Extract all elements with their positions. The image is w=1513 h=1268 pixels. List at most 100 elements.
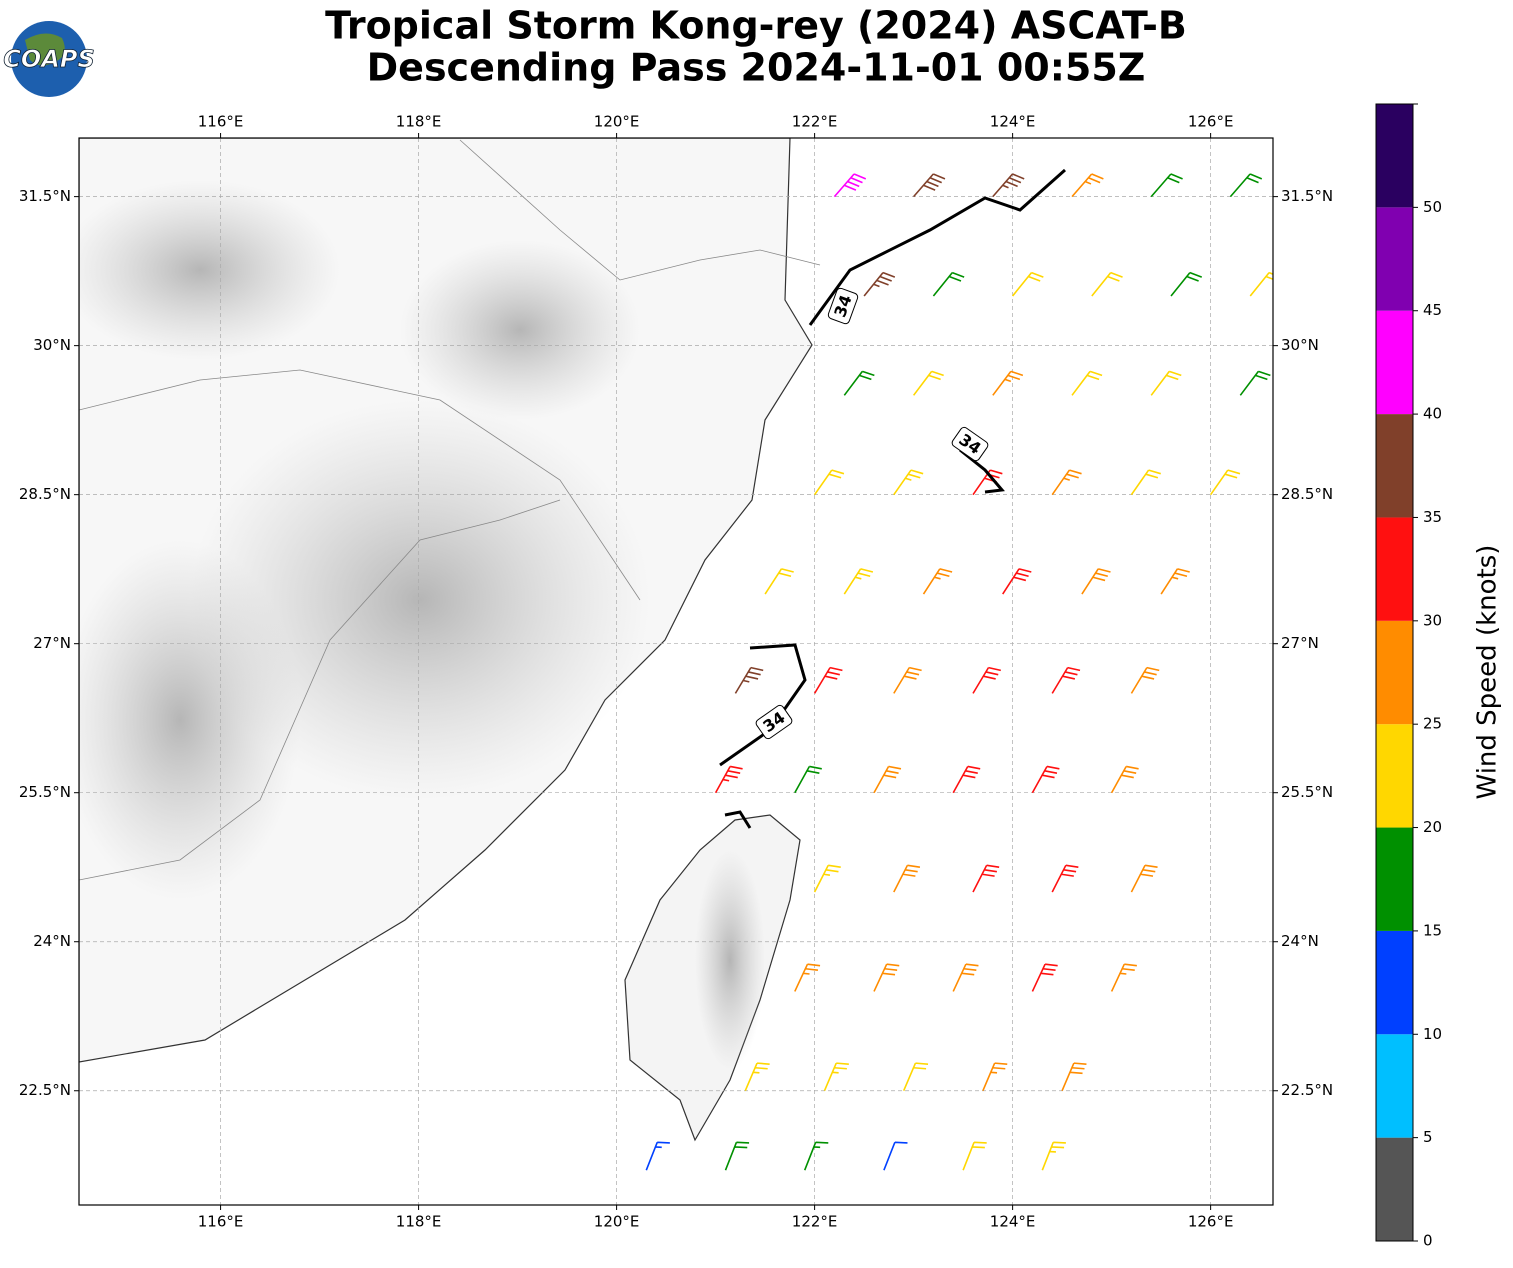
- wind-barb: [1150, 370, 1182, 396]
- wind-barb: [764, 568, 794, 595]
- y-tick-label: 27°N: [33, 634, 71, 652]
- terrain: [190, 400, 650, 800]
- wind-barb: [724, 1141, 750, 1171]
- colorbar-segment: [1376, 310, 1413, 415]
- contour-34: [724, 810, 752, 829]
- y-tick-label: 25.5°N: [19, 783, 71, 801]
- y-tick-label: 28.5°N: [1281, 485, 1333, 503]
- colorbar-tick-label: 10: [1423, 1025, 1442, 1043]
- map-background: [79, 138, 1273, 1205]
- wind-barb: [893, 666, 922, 694]
- wind-barb: [1229, 173, 1263, 198]
- wind-barb: [912, 370, 944, 396]
- colorbar-tick-label: 50: [1423, 198, 1442, 216]
- wind-barb: [1051, 666, 1081, 694]
- x-tick-label: 126°E: [1188, 1213, 1234, 1231]
- wind-barb: [1130, 666, 1160, 694]
- y-tick-label: 24°N: [1281, 932, 1319, 950]
- wind-barb: [873, 765, 902, 794]
- border: [459, 139, 821, 281]
- wind-barb: [1041, 1141, 1066, 1171]
- border: [79, 369, 641, 601]
- wind-barb: [1061, 1062, 1087, 1092]
- x-tick-label: 124°E: [990, 113, 1036, 131]
- wind-barb: [744, 1062, 770, 1092]
- wind-barb: [1170, 271, 1203, 297]
- colorbar-segment: [1376, 207, 1413, 311]
- colorbar-segment: [1376, 1034, 1413, 1138]
- wind-barb: [813, 864, 841, 893]
- logo-land: [25, 33, 65, 66]
- wind-barb: [982, 1062, 1008, 1092]
- contour-label-box: [951, 426, 989, 462]
- terrain: [400, 240, 640, 420]
- x-tick-label: 116°E: [198, 113, 244, 131]
- y-tick-label: 27°N: [1281, 634, 1319, 652]
- wind-barb: [1130, 864, 1158, 893]
- wind-barb: [645, 1141, 670, 1171]
- x-tick-label: 116°E: [198, 1213, 244, 1231]
- logo-text: COAPS: [3, 45, 94, 73]
- map-frame: [78, 137, 1274, 1206]
- wind-barb: [843, 568, 874, 595]
- wind-barb: [873, 963, 900, 992]
- wind-barb: [913, 173, 946, 198]
- wind-barb: [992, 173, 1025, 198]
- ticks: 116°E 116°E 118°E 118°E 120°E 120°E 122°E 122°E…: [19, 113, 1333, 1231]
- colorbar-tick-label: 0: [1423, 1232, 1433, 1250]
- wind-barb: [1110, 765, 1139, 794]
- colorbar: 0 5 10 15 20 25 30 35 40 45 50: [1375, 103, 1442, 1250]
- wind-barb: [1249, 271, 1273, 297]
- contours: 34 34 34: [719, 168, 1066, 829]
- wind-barb: [972, 864, 1000, 893]
- y-tick-label: 22.5°N: [19, 1081, 71, 1099]
- wind-barb: [843, 370, 875, 396]
- wind-barb: [1051, 469, 1082, 496]
- x-tick-label: 122°E: [792, 113, 838, 131]
- terrain: [695, 850, 765, 1070]
- terrain: [79, 180, 340, 360]
- wind-barb: [952, 765, 981, 794]
- wind-barb: [833, 173, 867, 198]
- y-tick-label: 28.5°N: [19, 485, 71, 503]
- wind-barb: [813, 469, 845, 496]
- wind-barb: [992, 370, 1024, 396]
- colorbar-segment: [1376, 827, 1413, 931]
- contour-label-box: [827, 287, 859, 325]
- colorbar-segment: [1376, 104, 1413, 208]
- colorbar-segment: [1376, 1137, 1413, 1241]
- wind-barb: [714, 765, 743, 794]
- wind-barb: [1239, 370, 1271, 396]
- wind-barb: [1091, 271, 1123, 297]
- wind-barb: [1031, 765, 1060, 794]
- wind-barb: [932, 271, 965, 297]
- wind-barb: [962, 1141, 987, 1171]
- y-tick-label: 31.5°N: [1281, 187, 1333, 205]
- wind-barb: [893, 469, 924, 496]
- wind-barb: [1071, 370, 1103, 396]
- wind-barb: [823, 1062, 849, 1092]
- colorbar-segment: [1376, 517, 1413, 621]
- y-tick-label: 30°N: [33, 336, 71, 354]
- contour-34: [959, 448, 1005, 494]
- colorbar-tick-label: 45: [1423, 301, 1442, 319]
- contour-label-box: [755, 704, 793, 740]
- wind-barb: [893, 864, 921, 893]
- y-tick-label: 25.5°N: [1281, 783, 1333, 801]
- wind-barb: [952, 963, 979, 992]
- colorbar-segment: [1376, 620, 1413, 725]
- wind-barb: [1209, 469, 1241, 496]
- colorbar-frame: [1375, 103, 1414, 1242]
- chart-title: Tropical Storm Kong-rey (2024) ASCAT-B: [325, 4, 1187, 48]
- contour-34: [719, 643, 807, 767]
- colorbar-label: Wind Speed (knots): [1473, 545, 1503, 800]
- logo: COAPS: [3, 21, 95, 97]
- wind-barb: [1002, 568, 1032, 595]
- wind-barb: [803, 1141, 829, 1171]
- wind-barb: [902, 1062, 929, 1092]
- border: [79, 499, 561, 881]
- wind-barb: [794, 765, 822, 794]
- x-tick-label: 126°E: [1188, 113, 1234, 131]
- x-tick-label: 120°E: [594, 113, 640, 131]
- colorbar-tick-label: 25: [1423, 715, 1442, 733]
